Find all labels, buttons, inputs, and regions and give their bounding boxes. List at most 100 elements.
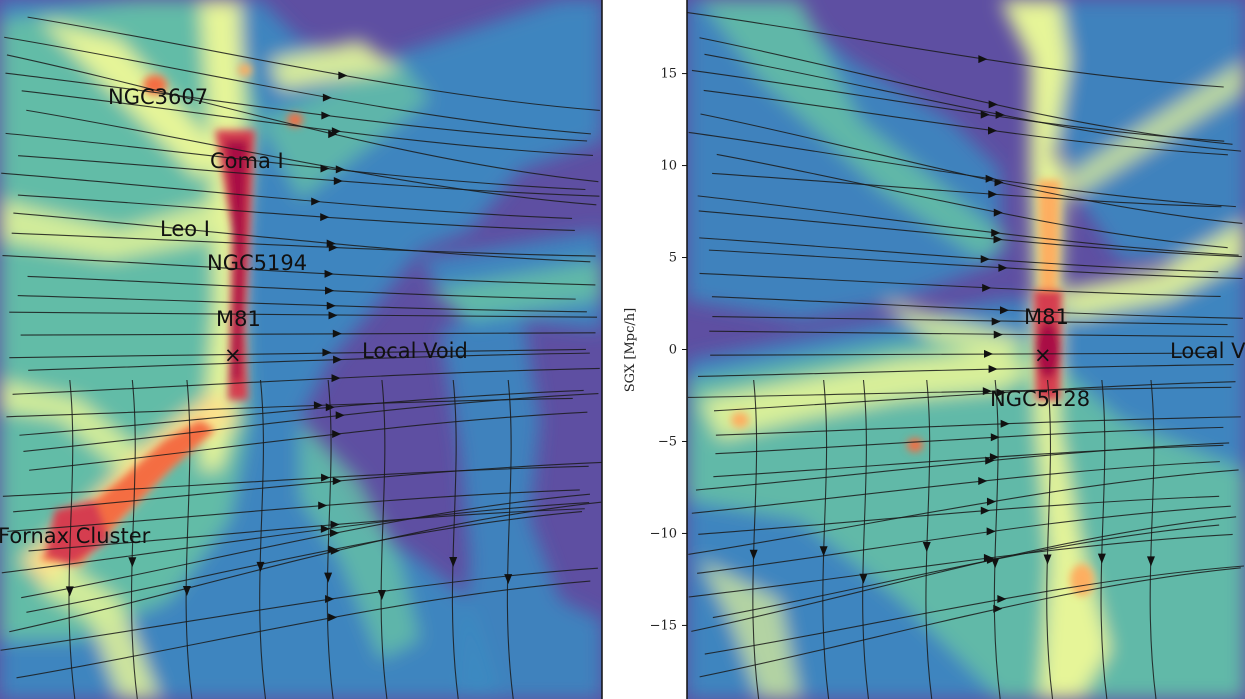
streamline xyxy=(17,295,587,313)
streamline xyxy=(9,501,602,633)
streamline-arrow xyxy=(322,348,332,357)
streamline xyxy=(17,194,575,232)
streamline xyxy=(13,461,602,513)
m81-cross-marker-right: × xyxy=(1034,343,1052,367)
label-m81-left: M81 xyxy=(216,307,261,331)
streamline xyxy=(5,132,586,191)
streamline-arrow xyxy=(987,126,997,135)
streamline xyxy=(704,565,1245,655)
streamline xyxy=(687,12,1224,88)
right-density-map xyxy=(687,0,1245,699)
streamline-arrow xyxy=(330,520,340,529)
streamline-arrow xyxy=(988,365,998,374)
streamline-arrow xyxy=(324,572,333,583)
streamline xyxy=(130,379,138,699)
streamline xyxy=(20,332,596,336)
streamline-arrow xyxy=(980,110,990,119)
streamline xyxy=(13,212,591,263)
y-tick-label: −5 xyxy=(658,434,677,449)
streamline-arrow xyxy=(749,549,758,560)
streamline xyxy=(713,381,1236,412)
right-flow-streamlines xyxy=(687,12,1245,699)
streamline xyxy=(68,379,76,699)
streamline xyxy=(12,367,600,395)
streamline-arrow xyxy=(320,524,330,533)
streamline xyxy=(699,37,1233,145)
streamline-arrow xyxy=(322,93,332,102)
streamline xyxy=(716,153,1228,249)
streamline-arrow xyxy=(991,228,1001,237)
streamline-arrow xyxy=(325,286,335,295)
streamline-arrow xyxy=(330,546,340,555)
streamline-arrow xyxy=(986,527,996,536)
label-coma-i: Coma I xyxy=(210,149,284,173)
streamline-arrow xyxy=(1043,554,1052,565)
streamline xyxy=(23,393,599,452)
streamline-arrow xyxy=(1097,553,1106,564)
right-y-axis: 15 10 5 0 −5 −10 −15 xyxy=(650,67,687,633)
streamline xyxy=(21,90,593,156)
label-local-void: Local Void xyxy=(362,339,468,363)
streamline xyxy=(7,489,580,532)
streamline xyxy=(697,364,1234,378)
y-tick-label: −10 xyxy=(650,526,677,541)
streamline-arrow xyxy=(986,555,996,564)
streamline-arrow xyxy=(819,546,828,557)
streamline xyxy=(4,36,591,135)
streamline xyxy=(862,379,870,699)
streamline xyxy=(451,379,459,699)
streamline-arrow xyxy=(980,255,990,264)
streamline xyxy=(691,69,1225,142)
y-tick-label: −15 xyxy=(650,618,677,633)
streamline-arrow xyxy=(978,55,988,64)
streamline xyxy=(715,416,1241,436)
streamline-arrow xyxy=(982,387,992,396)
streamline-arrow xyxy=(321,473,331,482)
streamline xyxy=(699,237,1219,273)
streamline-arrow xyxy=(332,476,342,485)
streamline xyxy=(697,195,1239,256)
streamline-arrow xyxy=(328,311,338,320)
streamline xyxy=(11,232,596,257)
streamline xyxy=(710,352,1216,356)
streamline xyxy=(712,316,1228,326)
streamline xyxy=(703,89,1228,156)
label-m81-right: M81 xyxy=(1024,305,1069,329)
streamline xyxy=(698,495,1220,535)
streamline-arrow xyxy=(335,165,345,174)
streamline xyxy=(259,379,267,699)
streamline xyxy=(185,379,193,699)
streamline-arrow xyxy=(991,317,1001,326)
streamline-arrow xyxy=(999,306,1009,315)
streamline xyxy=(699,272,1221,298)
left-density-peaks xyxy=(40,64,303,565)
streamline xyxy=(993,379,1001,699)
streamline-arrow xyxy=(182,585,191,596)
streamline-arrow xyxy=(985,456,995,465)
streamline-arrow xyxy=(333,355,343,364)
streamline-arrow xyxy=(989,453,999,462)
streamline xyxy=(688,131,1236,208)
streamline xyxy=(704,53,1242,152)
left-panel: NGC3607 Coma I Leo I NGC5194 M81 Local V… xyxy=(0,0,603,699)
streamline xyxy=(2,465,589,497)
streamline-arrow xyxy=(326,301,336,310)
streamline-arrow xyxy=(332,329,342,338)
streamline-arrow xyxy=(984,349,994,358)
streamline-arrow xyxy=(313,401,323,410)
streamline-arrow xyxy=(994,178,1004,187)
streamline-arrow xyxy=(991,558,1000,569)
streamline xyxy=(506,379,514,699)
streamline xyxy=(18,155,600,197)
streamline xyxy=(9,311,598,318)
streamline xyxy=(688,533,1233,598)
streamline xyxy=(1,172,573,220)
streamline xyxy=(2,254,596,286)
streamline-arrow xyxy=(65,586,74,597)
streamline-arrow xyxy=(318,501,328,510)
label-ngc3607: NGC3607 xyxy=(108,85,208,109)
streamline-arrow xyxy=(1146,556,1155,567)
streamline-arrow xyxy=(330,528,340,537)
streamline xyxy=(27,275,576,300)
streamline xyxy=(380,379,388,699)
